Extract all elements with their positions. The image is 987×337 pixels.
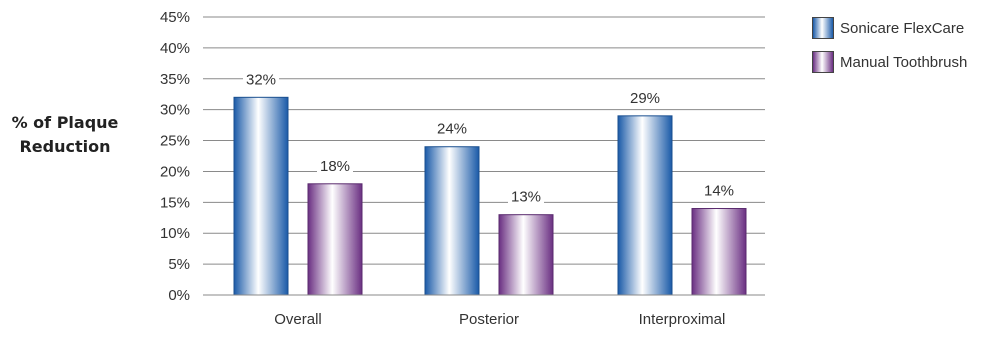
- data-label-background: [434, 117, 470, 138]
- data-label: 24%: [437, 121, 467, 138]
- data-label: 29%: [630, 90, 660, 107]
- x-tick-label: Posterior: [459, 311, 519, 328]
- bar-sonicare-interproximal: [617, 115, 673, 296]
- y-tick-label: 5%: [168, 256, 190, 273]
- data-label: 13%: [511, 189, 541, 206]
- y-tick-label: 20%: [160, 163, 190, 180]
- bar-manual-interproximal: [691, 208, 747, 296]
- legend-swatch-manual: [812, 51, 834, 73]
- x-tick-label: Interproximal: [639, 311, 726, 328]
- y-tick-label: 35%: [160, 71, 190, 88]
- data-label-background: [317, 154, 353, 175]
- y-tick-label: 10%: [160, 225, 190, 242]
- legend-swatch-sonicare: [812, 17, 834, 39]
- bar-sonicare-posterior: [424, 146, 480, 296]
- y-tick-label: 25%: [160, 133, 190, 150]
- data-label-background: [243, 68, 279, 89]
- y-tick-label: 15%: [160, 194, 190, 211]
- y-tick-label: 0%: [168, 287, 190, 304]
- legend-label-sonicare: Sonicare FlexCare: [840, 19, 965, 37]
- legend: Sonicare FlexCare Manual Toothbrush: [812, 16, 967, 84]
- data-label: 14%: [704, 183, 734, 200]
- data-label-background: [508, 185, 544, 206]
- y-tick-label: 30%: [160, 102, 190, 119]
- data-label-background: [701, 179, 737, 200]
- bar-sonicare-overall: [233, 96, 289, 296]
- legend-item-sonicare: Sonicare FlexCare: [812, 16, 967, 40]
- y-tick-label: 45%: [160, 9, 190, 26]
- bar-manual-overall: [307, 183, 363, 296]
- y-tick-label: 40%: [160, 40, 190, 57]
- data-label-background: [627, 86, 663, 107]
- legend-label-manual: Manual Toothbrush: [840, 53, 968, 71]
- legend-item-manual: Manual Toothbrush: [812, 50, 967, 74]
- y-axis-label: % of Plaque Reduction: [0, 111, 130, 159]
- x-tick-label: Overall: [274, 311, 322, 328]
- data-label: 32%: [246, 71, 276, 88]
- y-axis-label-line-1: % of Plaque: [11, 113, 119, 132]
- y-axis-label-line-2: Reduction: [19, 137, 111, 156]
- data-label: 18%: [320, 158, 350, 175]
- bar-manual-posterior: [498, 214, 554, 296]
